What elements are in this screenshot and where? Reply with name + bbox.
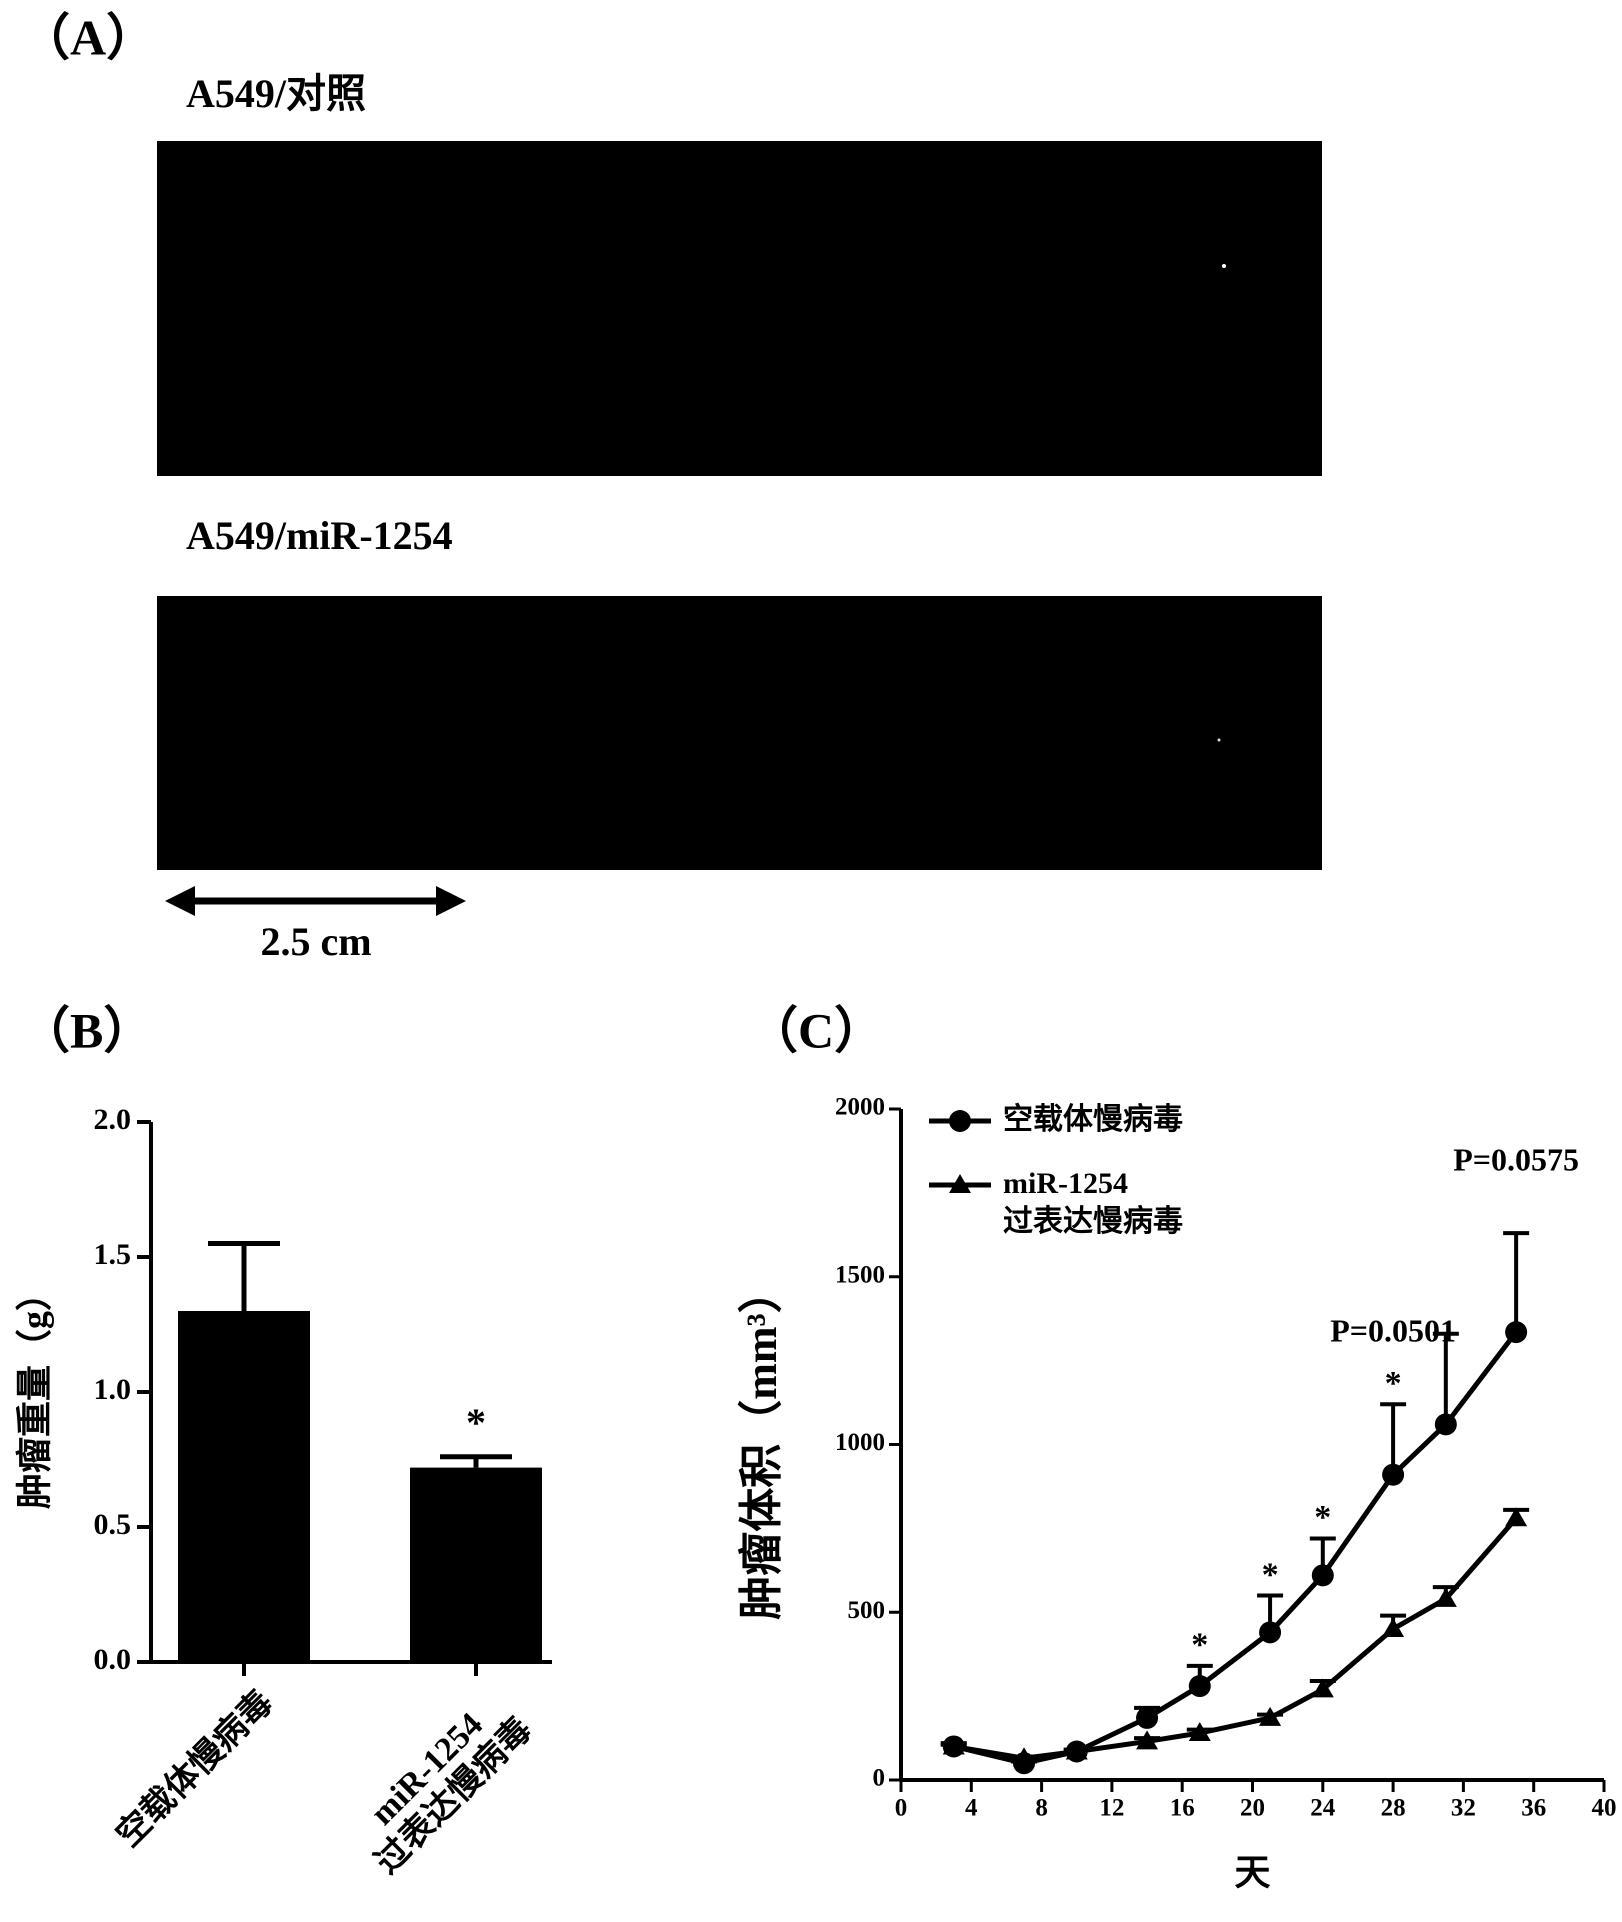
y-tick-label: 0.0 xyxy=(94,1643,132,1676)
y-tick-label: 0.5 xyxy=(94,1508,132,1541)
panel-label: （A） xyxy=(20,9,156,65)
point xyxy=(1382,1618,1405,1638)
speck xyxy=(1217,738,1221,742)
legend-entry: 空载体慢病毒 xyxy=(1003,1103,1183,1136)
y-tick-label: 1.0 xyxy=(94,1373,132,1406)
point xyxy=(1259,1706,1282,1726)
point xyxy=(942,1735,965,1755)
panel-label: （B） xyxy=(20,1002,153,1058)
point xyxy=(1136,1730,1159,1750)
annotation: * xyxy=(1191,1627,1208,1664)
point xyxy=(1188,1722,1211,1742)
y-tick-label: 2.0 xyxy=(94,1103,132,1136)
arrow-head xyxy=(436,886,466,916)
arrow-head xyxy=(165,886,195,916)
tumor-image xyxy=(157,141,1322,476)
y-axis-label: 肿瘤体积（mm³） xyxy=(737,1269,786,1620)
panel-label: （C） xyxy=(748,1002,884,1058)
point xyxy=(1505,1507,1528,1527)
point xyxy=(1065,1740,1088,1760)
legend-marker xyxy=(949,1110,971,1132)
x-tick-label: 20 xyxy=(1240,1795,1265,1822)
point xyxy=(1013,1747,1036,1767)
tumor-image xyxy=(157,596,1322,870)
series-line xyxy=(953,1330,1519,1766)
point xyxy=(1311,1564,1334,1587)
x-tick-label: 4 xyxy=(965,1795,978,1822)
speck xyxy=(1222,264,1226,268)
legend-entry: miR-1254 过表达慢病毒 xyxy=(1003,1167,1183,1238)
point xyxy=(1434,1587,1457,1607)
point xyxy=(1382,1463,1405,1486)
annotation: P=0.0575 xyxy=(1453,1141,1579,1177)
x-tick-label: 8 xyxy=(1035,1795,1048,1822)
x-tick-label: 12 xyxy=(1099,1795,1124,1822)
y-tick-label: 500 xyxy=(848,1597,886,1624)
point xyxy=(1311,1678,1334,1698)
legend-marker xyxy=(949,1174,971,1193)
point xyxy=(1188,1675,1211,1698)
annotation: * xyxy=(1314,1499,1331,1536)
point xyxy=(1505,1321,1528,1344)
point xyxy=(1136,1706,1159,1729)
annotation: * xyxy=(1385,1365,1402,1402)
y-tick-label: 1500 xyxy=(835,1261,885,1288)
x-tick-label: 32 xyxy=(1451,1795,1476,1822)
point xyxy=(1259,1621,1282,1644)
x-tick-label: 0 xyxy=(895,1795,908,1822)
bar xyxy=(178,1311,310,1662)
annotation: P=0.0501 xyxy=(1330,1313,1456,1349)
bar xyxy=(410,1467,542,1662)
series-line xyxy=(953,1516,1519,1761)
image-caption: A549/miR-1254 xyxy=(186,513,453,558)
y-axis-label: 肿瘤重量（g） xyxy=(14,1275,54,1509)
x-tick-label: 16 xyxy=(1170,1795,1195,1822)
y-tick-label: 1.5 xyxy=(94,1238,132,1271)
annotation: * xyxy=(1262,1556,1279,1593)
x-axis-label: 天 xyxy=(1234,1852,1270,1892)
x-tick-label: 40 xyxy=(1592,1795,1617,1822)
x-tick-label: 36 xyxy=(1521,1795,1546,1822)
y-tick-label: 1000 xyxy=(835,1429,885,1456)
x-tick-label: 24 xyxy=(1310,1795,1336,1822)
image-caption: A549/对照 xyxy=(186,71,366,116)
x-tick-label: 28 xyxy=(1381,1795,1406,1822)
y-tick-label: 2000 xyxy=(835,1094,885,1121)
annotation: * xyxy=(466,1400,486,1445)
y-tick-label: 0 xyxy=(873,1765,886,1792)
scale-label: 2.5 cm xyxy=(260,919,371,964)
point xyxy=(1434,1413,1457,1436)
